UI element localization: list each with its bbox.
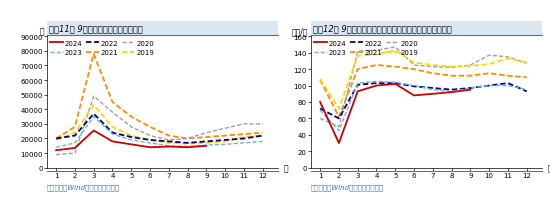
Legend: 2024, 2023, 2022, 2021, 2020, 2019: 2024, 2023, 2022, 2021, 2020, 2019 <box>50 41 155 56</box>
Legend: 2024, 2023, 2022, 2021, 2020, 2019: 2024, 2023, 2022, 2021, 2020, 2019 <box>314 41 419 56</box>
Text: 月: 月 <box>547 163 550 172</box>
Text: 资料来源：Wind，国盛证券研究所: 资料来源：Wind，国盛证券研究所 <box>311 184 384 190</box>
Y-axis label: 小时/月: 小时/月 <box>292 27 309 36</box>
Text: 图表12： 9月挖掎机开工小时数同样有所回升，但仍在低位: 图表12： 9月挖掎机开工小时数同样有所回升，但仍在低位 <box>313 25 452 34</box>
Text: 月: 月 <box>283 163 288 172</box>
Y-axis label: 台: 台 <box>40 27 45 36</box>
Text: 资料来源：Wind，国盛证券研究所: 资料来源：Wind，国盛证券研究所 <box>47 184 120 190</box>
Text: 图表11： 9月挖掎机销售环比延续改善: 图表11： 9月挖掎机销售环比延续改善 <box>49 25 142 34</box>
